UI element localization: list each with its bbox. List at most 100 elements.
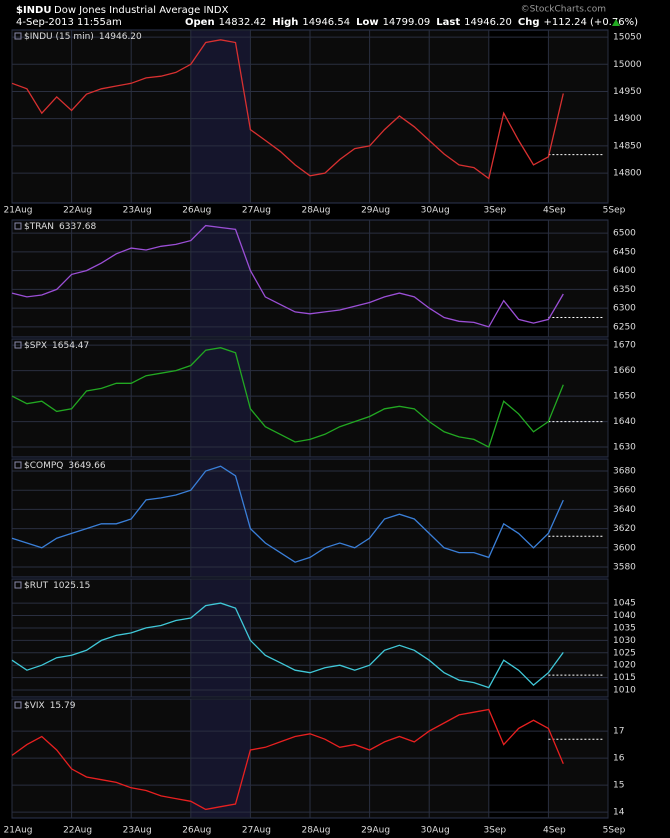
price-line bbox=[11, 465, 564, 563]
y-tick-label: 1650 bbox=[613, 392, 636, 402]
shade-band bbox=[488, 221, 549, 336]
x-tick-label: 3Sep bbox=[483, 206, 506, 216]
x-tick-label: 28Aug bbox=[301, 826, 330, 836]
y-tick-label: 1045 bbox=[613, 599, 636, 609]
stat-label: High bbox=[272, 17, 298, 28]
y-tick-label: 14850 bbox=[613, 141, 642, 151]
price-line bbox=[11, 708, 564, 811]
panel-title: $TRAN bbox=[24, 222, 54, 232]
price-line bbox=[11, 39, 564, 180]
y-tick-label: 16 bbox=[613, 754, 625, 764]
y-tick-label: 3600 bbox=[613, 543, 636, 553]
y-tick-label: 14950 bbox=[613, 87, 642, 97]
stat-value: 14946.54 bbox=[302, 17, 350, 28]
x-tick-label: 3Sep bbox=[483, 826, 506, 836]
x-tick-label: 29Aug bbox=[361, 206, 390, 216]
x-tick-label: 22Aug bbox=[63, 206, 92, 216]
stat-value: +112.24 (+0.76%) bbox=[543, 17, 638, 28]
stat-label: Last bbox=[436, 17, 460, 28]
y-tick-label: 14900 bbox=[613, 114, 642, 124]
x-tick-label: 27Aug bbox=[242, 826, 271, 836]
shade-band bbox=[190, 31, 251, 202]
y-tick-label: 3680 bbox=[613, 467, 636, 477]
stats: Open 14832.42 High 14946.54 Low 14799.09 Last 1… bbox=[185, 17, 638, 28]
shade-band bbox=[190, 580, 251, 696]
panel-title: $RUT bbox=[24, 581, 49, 591]
stat-label: Open bbox=[185, 17, 215, 28]
x-tick-label: 28Aug bbox=[301, 206, 330, 216]
stat-value: 14946.20 bbox=[464, 17, 512, 28]
y-tick-label: 3620 bbox=[613, 524, 636, 534]
panel-label: $TRAN 6337.68 bbox=[24, 222, 97, 232]
y-tick-label: 1660 bbox=[613, 366, 636, 376]
shade-band bbox=[488, 460, 549, 576]
panel-label: $SPX 1654.47 bbox=[24, 341, 89, 351]
x-tick-label: 26Aug bbox=[182, 826, 211, 836]
y-tick-label: 1030 bbox=[613, 636, 636, 646]
y-tick-label: 1670 bbox=[613, 341, 636, 351]
panel-title: $INDU (15 min) bbox=[24, 32, 94, 42]
x-tick-label: 27Aug bbox=[242, 206, 271, 216]
y-tick-label: 1640 bbox=[613, 417, 636, 427]
y-tick-label: 1015 bbox=[613, 673, 636, 683]
stat-label: Low bbox=[356, 17, 378, 28]
x-tick-label: 21Aug bbox=[3, 826, 32, 836]
y-tick-label: 14800 bbox=[613, 169, 642, 179]
x-tick-label: 30Aug bbox=[421, 206, 450, 216]
panel-label: $COMPQ 3649.66 bbox=[24, 461, 106, 471]
x-tick-label: 23Aug bbox=[123, 826, 152, 836]
panel-last: 1654.47 bbox=[52, 341, 89, 351]
shade-band bbox=[190, 460, 251, 576]
panel-last: 15.79 bbox=[50, 701, 76, 711]
panel-title: $VIX bbox=[24, 701, 45, 711]
y-tick-label: 1025 bbox=[613, 648, 636, 658]
panel-title: $SPX bbox=[24, 341, 47, 351]
stat-value: 14832.42 bbox=[219, 17, 267, 28]
x-tick-label: 26Aug bbox=[182, 206, 211, 216]
panel-label: $RUT 1025.15 bbox=[24, 581, 90, 591]
stat-label: Chg bbox=[518, 17, 540, 28]
x-tick-label: 29Aug bbox=[361, 826, 390, 836]
y-tick-label: 17 bbox=[613, 727, 624, 737]
symbol: $INDU bbox=[16, 5, 51, 16]
y-tick-label: 1035 bbox=[613, 623, 636, 633]
price-line bbox=[11, 347, 564, 449]
label-icon bbox=[14, 461, 22, 469]
y-tick-label: 6350 bbox=[613, 285, 636, 295]
panel-last: 14946.20 bbox=[99, 32, 142, 42]
shade-band bbox=[190, 340, 251, 456]
y-tick-label: 15000 bbox=[613, 60, 642, 70]
panel-title: $COMPQ bbox=[24, 461, 63, 471]
date: 4-Sep-2013 11:55am bbox=[16, 17, 122, 28]
label-icon bbox=[14, 701, 22, 709]
panel-label: $VIX 15.79 bbox=[24, 701, 76, 711]
price-line bbox=[11, 224, 564, 328]
label-icon bbox=[14, 222, 22, 230]
x-tick-label: 5Sep bbox=[603, 826, 626, 836]
x-tick-label: 30Aug bbox=[421, 826, 450, 836]
y-tick-label: 3580 bbox=[613, 563, 636, 573]
shade-band bbox=[488, 31, 549, 202]
shade-band bbox=[488, 580, 549, 696]
y-tick-label: 1040 bbox=[613, 611, 636, 621]
label-icon bbox=[14, 32, 22, 40]
y-tick-label: 14 bbox=[613, 808, 625, 818]
y-tick-label: 6450 bbox=[613, 247, 636, 257]
x-tick-label: 21Aug bbox=[3, 206, 32, 216]
panel-last: 1025.15 bbox=[53, 581, 90, 591]
stat-value: 14799.09 bbox=[383, 17, 431, 28]
panel-last: 6337.68 bbox=[59, 222, 96, 232]
price-line bbox=[11, 602, 564, 689]
x-tick-label: 4Sep bbox=[543, 826, 566, 836]
panel-label: $INDU (15 min) 14946.20 bbox=[24, 32, 142, 42]
x-tick-label: 4Sep bbox=[543, 206, 566, 216]
source: ©StockCharts.com bbox=[521, 5, 606, 15]
shade-band bbox=[190, 221, 251, 336]
y-tick-label: 1020 bbox=[613, 661, 636, 671]
y-tick-label: 3660 bbox=[613, 486, 636, 496]
y-tick-label: 6400 bbox=[613, 266, 636, 276]
x-tick-label: 5Sep bbox=[603, 206, 626, 216]
y-tick-label: 15050 bbox=[613, 33, 642, 43]
y-tick-label: 6300 bbox=[613, 304, 636, 314]
